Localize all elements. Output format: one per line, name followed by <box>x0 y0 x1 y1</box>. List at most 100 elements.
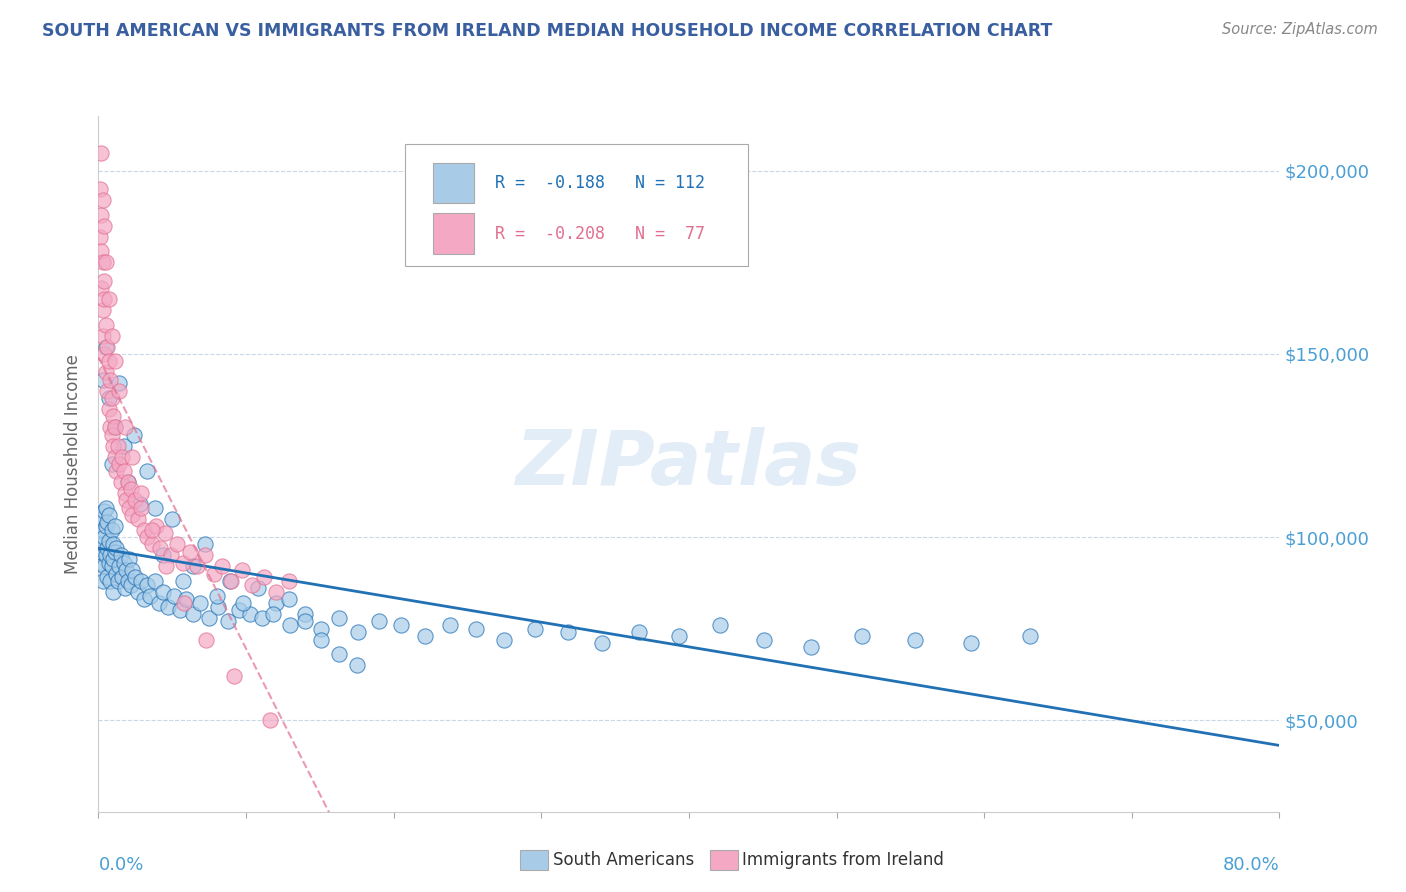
Point <box>232 596 254 610</box>
Point <box>91 328 114 343</box>
Point <box>294 607 316 621</box>
Point <box>91 523 114 537</box>
Point <box>172 556 194 570</box>
Point <box>115 493 138 508</box>
Point <box>239 607 262 621</box>
Point <box>98 549 121 563</box>
Point <box>100 391 122 405</box>
Point <box>139 589 162 603</box>
Point <box>118 552 141 566</box>
Point <box>851 629 873 643</box>
Point <box>156 599 179 614</box>
Point <box>153 526 176 541</box>
Point <box>93 504 115 518</box>
Point <box>97 292 120 306</box>
Point <box>169 603 191 617</box>
Point <box>100 328 122 343</box>
Point <box>97 391 120 405</box>
Point <box>294 615 316 629</box>
Point <box>591 636 613 650</box>
Point <box>134 592 156 607</box>
Point <box>163 589 186 603</box>
Point <box>97 533 120 548</box>
Point <box>127 585 149 599</box>
Point <box>104 519 127 533</box>
Point <box>252 610 274 624</box>
Text: Source: ZipAtlas.com: Source: ZipAtlas.com <box>1222 22 1378 37</box>
Point <box>89 556 111 570</box>
Point <box>148 596 170 610</box>
Point <box>91 373 114 387</box>
Point <box>246 582 269 596</box>
Point <box>800 640 823 654</box>
Point <box>96 570 118 584</box>
Point <box>112 438 135 452</box>
Point <box>174 592 197 607</box>
Point <box>198 610 221 624</box>
Point <box>103 409 125 424</box>
Point <box>108 376 131 391</box>
Point <box>121 563 143 577</box>
Point <box>90 145 112 160</box>
Point <box>90 281 112 295</box>
Point <box>181 559 204 574</box>
Point <box>93 530 115 544</box>
Point <box>202 566 225 581</box>
Point <box>121 508 143 522</box>
Point <box>129 486 152 500</box>
Point <box>149 541 172 555</box>
Point <box>129 574 152 588</box>
Point <box>90 512 112 526</box>
Text: 0.0%: 0.0% <box>98 855 143 873</box>
Point <box>557 625 579 640</box>
Point <box>97 401 120 416</box>
Point <box>278 618 302 632</box>
Point <box>103 537 125 551</box>
Point <box>98 420 121 434</box>
Point <box>91 255 114 269</box>
Point <box>124 493 146 508</box>
Point <box>103 552 125 566</box>
Point <box>439 618 461 632</box>
Point <box>96 340 118 354</box>
Point <box>219 574 242 588</box>
Point <box>264 596 287 610</box>
Point <box>155 559 177 574</box>
Point <box>173 596 195 610</box>
Point <box>136 464 159 478</box>
Point <box>277 574 299 588</box>
Point <box>218 574 240 588</box>
Point <box>465 622 488 636</box>
Point <box>111 450 134 464</box>
Point <box>91 303 114 318</box>
Point <box>107 438 129 452</box>
Point <box>90 244 112 259</box>
Point <box>93 347 115 361</box>
Point <box>231 563 253 577</box>
Point <box>94 365 117 379</box>
Point <box>104 450 127 464</box>
Point <box>194 537 217 551</box>
Point <box>94 519 117 533</box>
Point <box>90 545 112 559</box>
Point <box>262 607 284 621</box>
Point <box>121 450 143 464</box>
Point <box>128 497 150 511</box>
Point <box>104 420 127 434</box>
Point <box>104 420 127 434</box>
Point <box>93 219 115 233</box>
Bar <box>433 213 474 253</box>
Point <box>152 549 174 563</box>
Point <box>96 384 118 398</box>
Point <box>136 577 159 591</box>
Point <box>97 556 120 570</box>
Point <box>145 519 167 533</box>
Point <box>389 618 412 632</box>
Point <box>89 182 111 196</box>
Point <box>141 537 163 551</box>
Bar <box>433 162 474 203</box>
Point <box>311 632 333 647</box>
Point <box>754 632 776 647</box>
Point <box>118 500 141 515</box>
Point <box>112 556 135 570</box>
